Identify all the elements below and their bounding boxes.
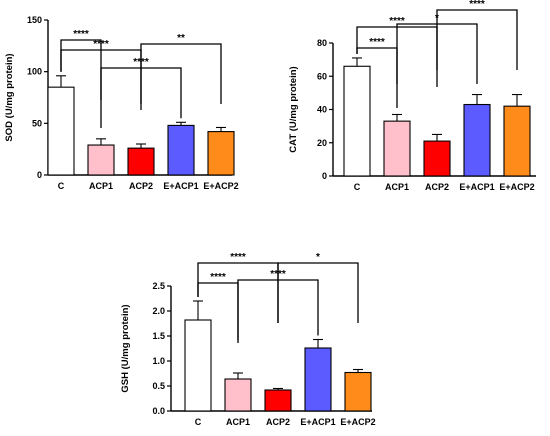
category-label: ACP1 [226,417,250,427]
significance-label: **** [369,37,385,48]
category-label: C [354,182,361,192]
category-label: C [58,181,65,191]
chart-sod: 0 50 100 150 SOD (U/mg protein) C ACP1 ACP2 E+AC… [4,15,239,191]
y-tick-label: 0.5 [152,381,165,391]
y-tick-label: 1.0 [152,356,165,366]
bar-e-acp2 [207,131,235,176]
y-tick-label: 20 [317,138,327,148]
y-tick-label: 0 [322,171,327,181]
y-tick-label: 80 [317,38,327,48]
bar-acp2 [127,147,155,176]
bar-acp1 [87,144,115,176]
category-label: E+ACP2 [203,181,238,191]
category-label: ACP2 [425,182,449,192]
bar-acp2 [423,140,451,177]
y-tick-label: 2.0 [152,306,165,316]
y-tick-label: 0.0 [152,406,165,416]
y-axis-label: SOD (U/mg protein) [4,53,15,141]
category-label: C [195,417,202,427]
significance-label: **** [73,29,89,40]
bar-e-acp2 [503,105,531,177]
y-tick-label: 40 [317,105,327,115]
bar-acp1 [383,120,411,177]
significance-label: **** [93,39,109,50]
category-label: E+ACP2 [340,417,375,427]
bar-acp2 [264,389,292,412]
bar-acp1 [224,378,252,412]
y-tick-label: 150 [27,15,42,25]
category-label: E+ACP1 [300,417,335,427]
category-label: E+ACP1 [459,182,494,192]
category-label: E+ACP1 [163,181,198,191]
y-tick-label: 2.5 [152,281,165,291]
y-tick-label: 60 [317,71,327,81]
category-label: ACP1 [385,182,409,192]
category-label: ACP2 [129,181,153,191]
y-tick-label: 0 [37,170,42,180]
significance-label: **** [389,16,405,27]
bar-c [47,86,75,176]
significance-label: * [316,252,320,263]
y-tick-label: 50 [32,118,42,128]
significance-bracket [436,9,518,70]
significance-label: **** [210,272,226,283]
bar-e-acp1 [304,347,332,412]
bar-c [343,65,371,177]
significance-bracket [140,43,222,104]
category-label: ACP2 [266,417,290,427]
chart-gsh: 0.0 0.5 1.0 1.5 2.0 2.5 GSH (U/mg protein) C ACP… [120,252,376,427]
bar-e-acp1 [167,124,195,176]
significance-label: **** [230,252,246,263]
chart-cat: 0 20 40 60 80 CAT (U/mg protein) C ACP1 ACP2 E+AC… [288,0,536,192]
bar-c [184,319,212,412]
significance-label: **** [469,0,485,10]
category-label: E+ACP2 [499,182,534,192]
significance-bracket [277,262,359,323]
y-tick-label: 1.5 [152,331,165,341]
y-axis-label: CAT (U/mg protein) [288,66,299,152]
bar-e-acp2 [344,371,372,412]
significance-label: ** [177,33,185,44]
y-axis-label: GSH (U/mg protein) [120,304,131,392]
y-tick-label: 100 [27,67,42,77]
category-label: ACP1 [89,181,113,191]
bar-e-acp1 [463,103,491,177]
